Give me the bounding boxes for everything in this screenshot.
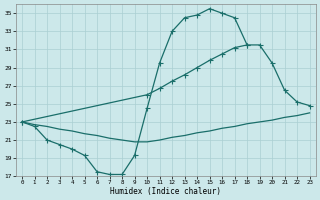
X-axis label: Humidex (Indice chaleur): Humidex (Indice chaleur) [110,187,221,196]
